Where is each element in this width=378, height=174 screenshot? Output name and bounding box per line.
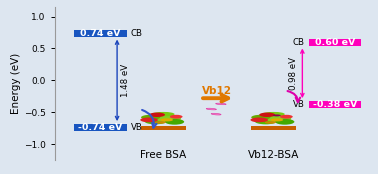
Text: Vb12: Vb12: [202, 86, 232, 96]
Ellipse shape: [149, 113, 165, 117]
Text: VB: VB: [293, 100, 305, 109]
Ellipse shape: [251, 115, 270, 120]
Ellipse shape: [270, 118, 283, 121]
FancyBboxPatch shape: [309, 39, 361, 46]
Text: Free BSA: Free BSA: [140, 150, 186, 160]
FancyBboxPatch shape: [74, 124, 127, 131]
FancyBboxPatch shape: [251, 126, 296, 130]
Text: -0.74 eV: -0.74 eV: [78, 123, 122, 132]
FancyBboxPatch shape: [309, 101, 361, 108]
Ellipse shape: [152, 112, 175, 116]
Ellipse shape: [265, 121, 276, 124]
Text: VB: VB: [131, 123, 143, 132]
FancyBboxPatch shape: [141, 126, 186, 130]
Ellipse shape: [165, 119, 184, 125]
Ellipse shape: [140, 117, 158, 122]
Ellipse shape: [259, 113, 275, 117]
Ellipse shape: [155, 115, 181, 122]
Ellipse shape: [170, 115, 183, 119]
Ellipse shape: [216, 103, 226, 105]
Text: 0.74 eV: 0.74 eV: [80, 29, 121, 38]
Ellipse shape: [280, 115, 293, 119]
Ellipse shape: [155, 121, 166, 124]
Text: CB: CB: [131, 29, 143, 38]
Text: -0.38 eV: -0.38 eV: [313, 100, 357, 109]
Text: 0.60 eV: 0.60 eV: [315, 38, 355, 47]
FancyBboxPatch shape: [74, 30, 127, 37]
Ellipse shape: [262, 112, 285, 116]
Y-axis label: Energy (eV): Energy (eV): [11, 53, 21, 114]
Ellipse shape: [273, 114, 281, 116]
Ellipse shape: [275, 119, 294, 125]
Ellipse shape: [144, 118, 167, 124]
Text: 0.98 eV: 0.98 eV: [288, 57, 297, 90]
Ellipse shape: [160, 118, 173, 121]
Text: CB: CB: [293, 38, 305, 47]
Text: 1.48 eV: 1.48 eV: [121, 64, 130, 97]
Ellipse shape: [141, 115, 160, 120]
Ellipse shape: [266, 115, 291, 122]
Ellipse shape: [254, 118, 277, 124]
Ellipse shape: [206, 108, 217, 110]
Ellipse shape: [211, 113, 221, 115]
Text: Vb12-BSA: Vb12-BSA: [248, 150, 299, 160]
Ellipse shape: [251, 117, 268, 122]
